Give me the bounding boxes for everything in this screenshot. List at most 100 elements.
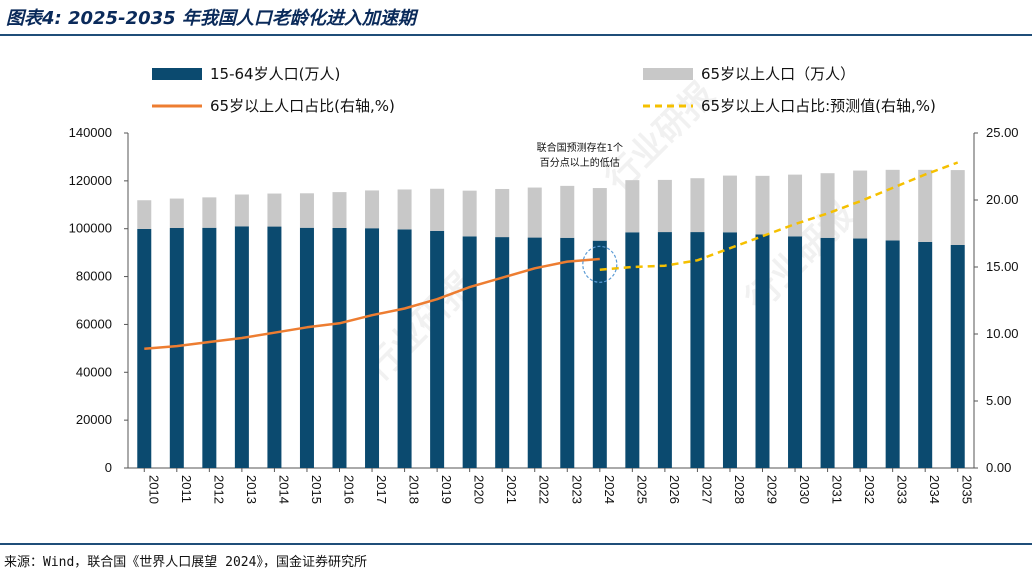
bar-working-age bbox=[137, 228, 152, 468]
bar-elderly bbox=[788, 174, 803, 237]
bar-elderly bbox=[950, 170, 965, 245]
bar-elderly bbox=[657, 179, 672, 233]
bar-working-age bbox=[495, 237, 510, 468]
bar-elderly bbox=[527, 187, 542, 238]
bar-working-age bbox=[202, 227, 217, 468]
x-axis-tick-label: 2010 bbox=[146, 475, 161, 504]
x-axis-tick-label: 2019 bbox=[439, 475, 454, 504]
bottom-rule bbox=[0, 543, 1032, 545]
bar-working-age bbox=[918, 241, 933, 468]
x-axis-tick-label: 2026 bbox=[667, 475, 682, 504]
x-axis-tick-label: 2011 bbox=[179, 475, 194, 503]
x-axis-tick-label: 2030 bbox=[797, 475, 812, 504]
bar-working-age bbox=[299, 227, 314, 468]
bar-working-age bbox=[365, 228, 380, 468]
bar-working-age bbox=[234, 226, 249, 468]
bar-working-age bbox=[657, 232, 672, 468]
bar-elderly bbox=[560, 185, 575, 238]
legend-label: 65岁以上人口（万人） bbox=[701, 65, 855, 83]
x-axis-tick-label: 2031 bbox=[830, 475, 845, 504]
bar-working-age bbox=[788, 236, 803, 468]
left-axis-tick-label: 60000 bbox=[76, 316, 112, 331]
legend-label: 15-64岁人口(万人) bbox=[210, 65, 340, 83]
bar-working-age bbox=[397, 229, 412, 468]
bar-elderly bbox=[820, 173, 835, 238]
x-axis-tick-label: 2025 bbox=[634, 475, 649, 504]
x-axis-tick-label: 2014 bbox=[276, 475, 291, 504]
bar-working-age bbox=[527, 237, 542, 468]
bar-working-age bbox=[755, 234, 770, 468]
source-note: 来源：Wind，联合国《世界人口展望 2024》，国金证券研究所 bbox=[4, 555, 367, 570]
bar-working-age bbox=[690, 232, 705, 468]
bar-working-age bbox=[462, 236, 477, 468]
bar-elderly bbox=[853, 170, 868, 239]
bar-elderly bbox=[202, 197, 217, 228]
bar-elderly bbox=[397, 189, 412, 230]
bar-working-age bbox=[430, 230, 445, 468]
x-axis-tick-label: 2029 bbox=[765, 475, 780, 504]
bar-elderly bbox=[234, 194, 249, 227]
right-axis-tick-label: 0.00 bbox=[986, 460, 1011, 475]
bar-working-age bbox=[267, 226, 282, 468]
figure-title: 图表4: 2025-2035 年我国人口老龄化进入加速期 bbox=[6, 8, 416, 29]
bar-elderly bbox=[625, 180, 640, 233]
bar-elderly bbox=[918, 169, 933, 242]
title-rule bbox=[0, 34, 1032, 36]
right-axis-tick-label: 20.00 bbox=[986, 192, 1019, 207]
x-axis-tick-label: 2024 bbox=[602, 475, 617, 504]
chart: 0 20000 40000 60000 80000 100000 120000 140000 0… bbox=[69, 65, 1019, 504]
bar-working-age bbox=[885, 240, 900, 468]
left-axis-tick-label: 80000 bbox=[76, 269, 112, 284]
line-elderly-share-forecast bbox=[599, 161, 959, 271]
bar-elderly bbox=[755, 175, 770, 235]
x-axis-tick-label: 2012 bbox=[211, 475, 226, 504]
left-axis-tick-label: 40000 bbox=[76, 364, 112, 379]
right-axis-tick-label: 5.00 bbox=[986, 393, 1011, 408]
bar-working-age bbox=[169, 227, 184, 468]
legend-label: 65岁以上人口占比:预测值(右轴,%) bbox=[701, 97, 936, 115]
bar-elderly bbox=[299, 193, 314, 228]
legend-swatch bbox=[643, 68, 693, 80]
right-axis-tick-label: 25.00 bbox=[986, 125, 1019, 140]
bar-elderly bbox=[267, 193, 282, 227]
annotation-text: 联合国预测存在1个 bbox=[537, 141, 623, 154]
right-axis-tick-label: 15.00 bbox=[986, 259, 1019, 274]
bar-working-age bbox=[722, 232, 737, 468]
x-axis-tick-label: 2016 bbox=[342, 475, 357, 504]
x-axis-tick-label: 2017 bbox=[374, 475, 389, 504]
left-axis-tick-label: 120000 bbox=[69, 173, 112, 188]
bar-working-age bbox=[820, 237, 835, 468]
title-bar: 图表4: 2025-2035 年我国人口老龄化进入加速期 bbox=[0, 0, 1032, 36]
bar-elderly bbox=[722, 175, 737, 233]
bar-elderly bbox=[137, 200, 152, 229]
left-axis-tick-label: 140000 bbox=[69, 125, 112, 140]
x-axis-tick-label: 2033 bbox=[895, 475, 910, 504]
line-elderly-share-actual bbox=[144, 257, 600, 350]
bar-working-age bbox=[592, 240, 607, 468]
bar-working-age bbox=[625, 232, 640, 468]
x-axis-tick-label: 2021 bbox=[504, 475, 519, 504]
bar-working-age bbox=[950, 244, 965, 468]
bar-elderly bbox=[885, 169, 900, 241]
bar-elderly bbox=[365, 190, 380, 229]
x-axis-tick-label: 2015 bbox=[309, 475, 324, 504]
x-axis-tick-label: 2022 bbox=[537, 475, 552, 504]
bar-working-age bbox=[560, 237, 575, 468]
x-axis-tick-label: 2013 bbox=[244, 475, 259, 504]
bar-elderly bbox=[169, 198, 184, 228]
x-axis-tick-label: 2035 bbox=[960, 475, 975, 504]
bar-working-age bbox=[853, 238, 868, 468]
bar-elderly bbox=[592, 188, 607, 241]
x-axis-tick-label: 2023 bbox=[569, 475, 584, 504]
x-axis-tick-label: 2034 bbox=[927, 475, 942, 504]
bar-elderly bbox=[690, 178, 705, 233]
bar-elderly bbox=[495, 188, 510, 238]
legend-swatch bbox=[152, 68, 202, 80]
left-axis-tick-label: 100000 bbox=[69, 221, 112, 236]
bar-elderly bbox=[332, 192, 347, 228]
annotation-circle bbox=[582, 245, 618, 283]
bar-working-age bbox=[332, 227, 347, 468]
x-axis-tick-label: 2028 bbox=[732, 475, 747, 504]
left-axis-tick-label: 0 bbox=[105, 460, 112, 475]
bar-elderly bbox=[462, 190, 477, 237]
